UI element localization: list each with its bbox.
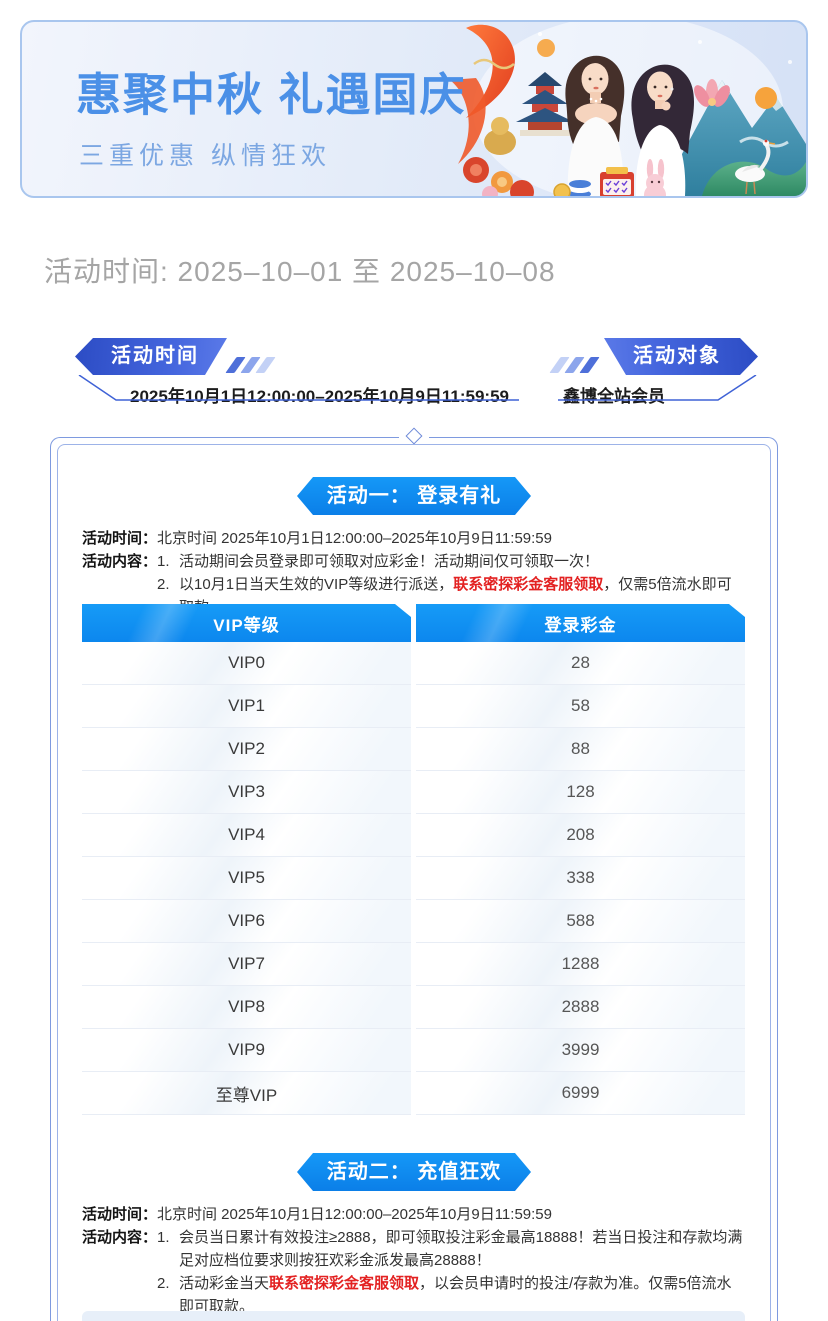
login-bonus-cell: 208	[416, 814, 745, 857]
login-bonus-cell: 88	[416, 728, 745, 771]
activity-time-badge: 活动时间	[75, 338, 227, 375]
vip-level-cell: VIP2	[82, 728, 411, 771]
vip-level-cell: 至尊VIP	[82, 1072, 411, 1115]
table-header-row: VIP等级 登录彩金	[82, 604, 745, 642]
login-bonus-cell: 28	[416, 642, 745, 685]
table-row: VIP6 588	[82, 900, 745, 943]
table-row: VIP0 28	[82, 642, 745, 685]
activity-target-value: 鑫博全站会员	[563, 387, 665, 406]
next-table-cutoff-band	[82, 1311, 745, 1321]
vip-level-cell: VIP5	[82, 857, 411, 900]
slash-decoration-icon	[225, 357, 276, 373]
decorative-frame-inner	[57, 444, 771, 1321]
activity1-time-value: 北京时间 2025年10月1日12:00:00–2025年10月9日11:59:…	[157, 530, 552, 547]
table-row: VIP2 88	[82, 728, 745, 771]
login-bonus-cell: 588	[416, 900, 745, 943]
activity1-info: 活动时间： 北京时间 2025年10月1日12:00:00–2025年10月9日…	[82, 527, 746, 619]
vip-bonus-table: VIP等级 登录彩金 VIP0 28 VIP1 58 VIP2 88 VIP3 128 VIP4…	[82, 604, 745, 1115]
item-number: 2.	[157, 1275, 170, 1292]
table-body: VIP0 28 VIP1 58 VIP2 88 VIP3 128 VIP4 208 VIP5 338 V…	[82, 642, 745, 1115]
activity2-content-items: 1. 会员当日累计有效投注≥2888，即可领取投注彩金最高18888！若当日投注和…	[157, 1226, 746, 1318]
vip-level-cell: VIP3	[82, 771, 411, 814]
banner-illustration	[450, 22, 806, 196]
activity2-info: 活动时间： 北京时间 2025年10月1日12:00:00–2025年10月9日…	[82, 1203, 746, 1318]
activity1-title-badge: 活动一： 登录有礼	[297, 477, 531, 515]
activity-content-item: 1. 会员当日累计有效投注≥2888，即可领取投注彩金最高18888！若当日投注和…	[157, 1226, 746, 1272]
vip-level-cell: VIP7	[82, 943, 411, 986]
item-text: 会员当日累计有效投注≥2888，即可领取投注彩金最高18888！若当日投注和存款…	[179, 1229, 743, 1269]
item-number: 2.	[157, 576, 170, 593]
activity-time-value: 2025年10月1日12:00:00–2025年10月9日11:59:59	[130, 387, 509, 406]
activity-content-item: 1. 活动期间会员登录即可领取对应彩金！活动期间仅可领取一次！	[157, 550, 746, 573]
vip-level-cell: VIP6	[82, 900, 411, 943]
table-row: VIP9 3999	[82, 1029, 745, 1072]
activity1-content-label: 活动内容：	[82, 553, 158, 570]
item-number: 1.	[157, 553, 170, 570]
login-bonus-cell: 2888	[416, 986, 745, 1029]
login-bonus-cell: 3999	[416, 1029, 745, 1072]
activity-target-ribbon-group: 活动对象 鑫博全站会员	[549, 338, 758, 406]
vip-level-cell: VIP9	[82, 1029, 411, 1072]
login-bonus-header: 登录彩金	[416, 604, 745, 642]
slash-decoration-icon	[549, 357, 600, 373]
table-row: VIP3 128	[82, 771, 745, 814]
activity-period-text: 活动时间: 2025–10–01 至 2025–10–08	[44, 256, 556, 287]
vip-level-cell: VIP0	[82, 642, 411, 685]
activity-content-item: 2. 活动彩金当天联系密探彩金客服领取，以会员申请时的投注/存款为准。仅需5倍流水…	[157, 1272, 746, 1318]
vip-level-cell: VIP4	[82, 814, 411, 857]
table-row: VIP8 2888	[82, 986, 745, 1029]
banner-subtitle: 三重优惠 纵情狂欢	[79, 142, 331, 170]
activity1-time-label: 活动时间：	[82, 530, 158, 547]
activity1-content-items: 1. 活动期间会员登录即可领取对应彩金！活动期间仅可领取一次！ 2. 以10月1日当天…	[157, 550, 746, 619]
table-row: VIP5 338	[82, 857, 745, 900]
login-bonus-cell: 1288	[416, 943, 745, 986]
activity-time-ribbon-group: 活动时间 2025年10月1日12:00:00–2025年10月9日11:59:…	[75, 338, 525, 406]
vip-level-header: VIP等级	[82, 604, 411, 642]
table-row: VIP1 58	[82, 685, 745, 728]
item-text: 以10月1日当天生效的VIP等级进行派送，联系密探彩金客服领取，仅需5倍流水即可…	[179, 576, 732, 616]
activity-target-badge: 活动对象	[604, 338, 758, 375]
vip-level-cell: VIP8	[82, 986, 411, 1029]
promo-banner: 惠聚中秋 礼遇国庆 三重优惠 纵情狂欢	[20, 20, 808, 198]
login-bonus-cell: 6999	[416, 1072, 745, 1115]
contact-service-highlight: 联系密探彩金客服领取	[269, 1275, 420, 1292]
login-bonus-cell: 338	[416, 857, 745, 900]
activity2-time-label: 活动时间：	[82, 1206, 158, 1223]
activity2-title-badge: 活动二： 充值狂欢	[297, 1153, 531, 1191]
activity2-content-label: 活动内容：	[82, 1229, 158, 1246]
login-bonus-cell: 128	[416, 771, 745, 814]
item-text: 活动期间会员登录即可领取对应彩金！活动期间仅可领取一次！	[179, 553, 600, 570]
table-row: VIP4 208	[82, 814, 745, 857]
vip-level-cell: VIP1	[82, 685, 411, 728]
activity-content-item: 2. 以10月1日当天生效的VIP等级进行派送，联系密探彩金客服领取，仅需5倍流水…	[157, 573, 746, 619]
item-number: 1.	[157, 1229, 170, 1246]
activity2-time-value: 北京时间 2025年10月1日12:00:00–2025年10月9日11:59:…	[157, 1206, 552, 1223]
login-bonus-cell: 58	[416, 685, 745, 728]
table-row: 至尊VIP 6999	[82, 1072, 745, 1115]
item-text: 活动彩金当天联系密探彩金客服领取，以会员申请时的投注/存款为准。仅需5倍流水即可…	[179, 1275, 732, 1315]
table-row: VIP7 1288	[82, 943, 745, 986]
banner-title: 惠聚中秋 礼遇国庆	[76, 69, 467, 120]
contact-service-highlight: 联系密探彩金客服领取	[453, 576, 604, 593]
